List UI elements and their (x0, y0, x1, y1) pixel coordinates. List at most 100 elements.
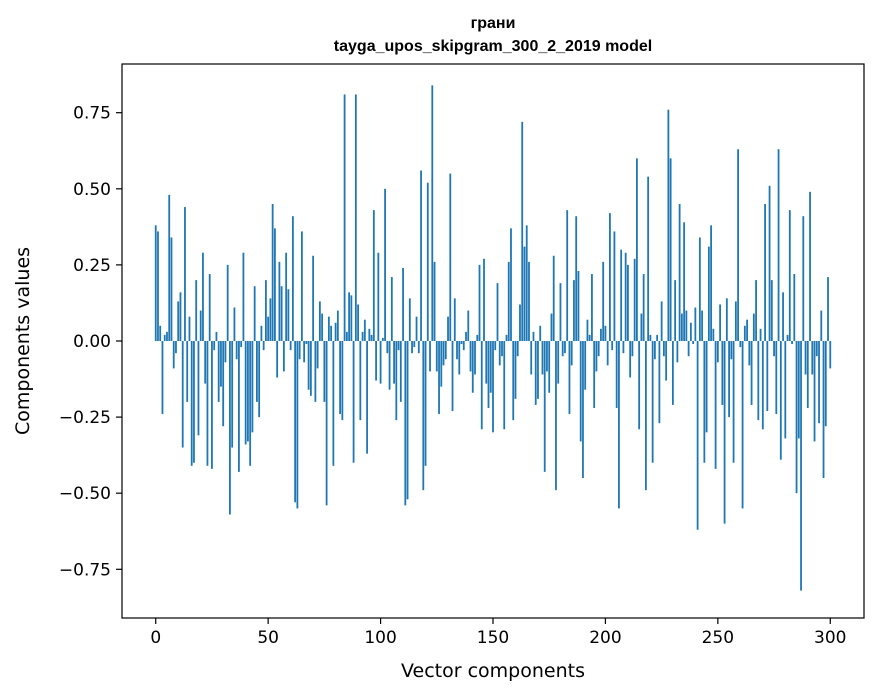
bar (444, 341, 447, 360)
bar (193, 341, 195, 463)
bar (498, 341, 501, 366)
bar (775, 341, 778, 415)
bar (714, 341, 717, 469)
bar (507, 261, 510, 341)
x-tick-label: 0 (150, 628, 161, 648)
bar (294, 341, 297, 503)
bar (561, 341, 564, 357)
bar (361, 331, 364, 341)
bar (197, 341, 200, 436)
bar (600, 328, 602, 341)
bar (548, 341, 551, 393)
bar (384, 188, 386, 341)
bar (208, 274, 211, 341)
bar (157, 231, 159, 341)
bar (420, 170, 422, 341)
bar (276, 341, 279, 378)
bar (818, 341, 820, 424)
bar (462, 341, 465, 351)
y-tick-label: 0.00 (73, 332, 111, 352)
bar (296, 341, 299, 509)
bar (631, 341, 634, 357)
bar (267, 316, 270, 341)
bar (721, 341, 724, 405)
bar (242, 252, 245, 341)
bar (737, 149, 739, 341)
bar (588, 334, 591, 341)
bar (662, 341, 665, 357)
bar (492, 341, 494, 433)
bar (750, 341, 753, 405)
bar (372, 210, 375, 341)
bar (467, 310, 470, 341)
bar (172, 341, 175, 369)
bar (813, 341, 816, 442)
bar (375, 341, 377, 381)
bar (683, 222, 686, 341)
bar (285, 252, 288, 341)
bar (806, 341, 809, 408)
bar (433, 261, 436, 341)
bar (725, 298, 728, 341)
bar (757, 341, 760, 421)
bar (678, 204, 681, 341)
bar (613, 231, 616, 341)
bar (777, 149, 780, 341)
bar (190, 341, 193, 466)
bar (213, 341, 216, 351)
bar (159, 325, 162, 341)
bar (505, 334, 508, 341)
bar (555, 341, 557, 491)
bar (692, 341, 695, 345)
bar (269, 298, 272, 341)
bar (181, 341, 184, 448)
bar (476, 334, 479, 341)
bar (271, 204, 274, 341)
bar (166, 331, 168, 341)
bar (449, 173, 452, 341)
y-tick-label: 0.25 (73, 256, 111, 276)
bar (406, 341, 409, 500)
bar (282, 341, 285, 372)
bar (568, 341, 571, 415)
bar (316, 341, 319, 369)
bar (739, 341, 742, 348)
bar (501, 341, 503, 357)
bar (458, 341, 461, 375)
bar (474, 341, 476, 375)
bar (665, 341, 668, 381)
bar (258, 341, 261, 418)
bar (786, 334, 789, 341)
bar (168, 194, 171, 341)
bar (327, 316, 330, 341)
bar (483, 258, 485, 341)
bar (573, 280, 575, 341)
bar (770, 280, 773, 341)
bar (743, 325, 746, 341)
bar (809, 191, 811, 341)
bar (512, 341, 515, 421)
bar (334, 322, 337, 341)
bar (440, 341, 443, 387)
bar (163, 334, 166, 341)
bar (827, 277, 829, 341)
bar (671, 341, 674, 405)
bar (620, 249, 623, 341)
bar (321, 313, 324, 341)
bar (429, 341, 431, 372)
bar (278, 261, 281, 341)
bar (539, 325, 542, 341)
bar (179, 292, 182, 341)
bar (287, 289, 290, 341)
bar (510, 228, 512, 341)
bar (298, 341, 301, 360)
bar (667, 109, 670, 341)
bar (521, 121, 524, 341)
bar (253, 286, 256, 341)
bar (741, 341, 744, 509)
bar (541, 341, 544, 375)
bar (779, 341, 782, 460)
bar (359, 341, 362, 421)
bar (656, 334, 659, 341)
bar (579, 341, 582, 442)
